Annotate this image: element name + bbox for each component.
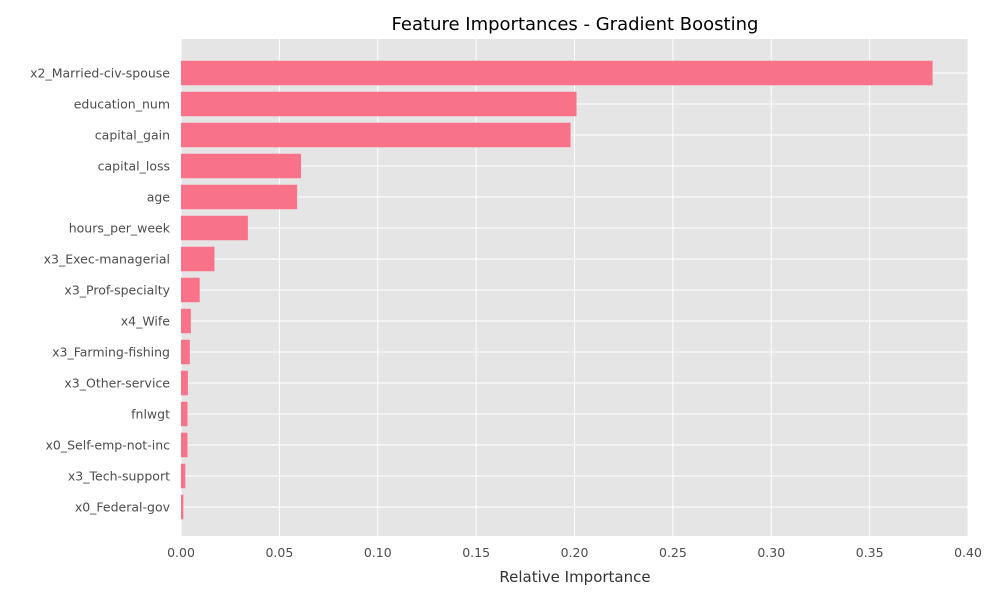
bar-x2_Married-civ-spouse <box>181 60 933 86</box>
chart-title: Feature Importances - Gradient Boosting <box>392 14 759 35</box>
bar-x3_Prof-specialty <box>181 277 200 303</box>
bar-x3_Farming-fishing <box>181 339 190 365</box>
x-tick-label: 0.35 <box>856 545 884 560</box>
bar-x4_Wife <box>181 308 191 334</box>
y-tick-label: fnlwgt <box>131 407 170 422</box>
bar-layer <box>181 60 933 520</box>
y-tick-labels: x2_Married-civ-spouse education_numcapita… <box>30 66 171 515</box>
y-tick-label: x4_Wife <box>121 314 171 329</box>
bar-capital_gain <box>181 122 571 148</box>
x-tick-label: 0.40 <box>954 545 982 560</box>
bar-x0_Self-emp-not-inc <box>181 432 188 458</box>
bar-x0_Federal-gov <box>181 494 184 520</box>
x-tick-label: 0.05 <box>265 545 293 560</box>
bar-x3_Exec-managerial <box>181 246 215 272</box>
bar-age <box>181 184 298 210</box>
y-tick-label: x3_Prof-specialty <box>64 283 170 298</box>
y-tick-label: x0_Self-emp-not-inc <box>46 438 171 453</box>
bar-capital_loss <box>181 153 302 179</box>
x-tick-label: 0.15 <box>462 545 490 560</box>
x-tick-label: 0.30 <box>757 545 785 560</box>
bar-hours_per_week <box>181 215 248 241</box>
y-tick-label: x3_Farming-fishing <box>52 345 170 360</box>
x-tick-label: 0.25 <box>659 545 687 560</box>
y-tick-label: x3_Tech-support <box>68 469 170 484</box>
bar-fnlwgt <box>181 401 188 427</box>
y-tick-label: hours_per_week <box>69 221 171 236</box>
y-tick-label: capital_gain <box>95 128 170 143</box>
x-tick-labels: 0.00 0.05 0.10 0.15 0.20 0.25 0.30 0.35 0.40 <box>167 545 982 560</box>
y-tick-label: x0_Federal-gov <box>75 500 171 515</box>
y-tick-label: x3_Exec-managerial <box>44 252 170 267</box>
y-tick-label: x3_Other-service <box>64 376 170 391</box>
y-tick-label: education_num <box>74 97 170 112</box>
bar-x3_Other-service <box>181 370 188 396</box>
y-tick-label: age <box>147 190 171 205</box>
x-tick-label: 0.20 <box>561 545 589 560</box>
x-tick-label: 0.10 <box>364 545 392 560</box>
x-tick-label: 0.00 <box>167 545 195 560</box>
bar-x3_Tech-support <box>181 463 186 489</box>
bar-education_num <box>181 91 577 117</box>
y-tick-label: x2_Married-civ-spouse <box>30 66 170 81</box>
x-axis-label: Relative Importance <box>499 568 650 586</box>
y-tick-label: capital_loss <box>98 159 170 174</box>
